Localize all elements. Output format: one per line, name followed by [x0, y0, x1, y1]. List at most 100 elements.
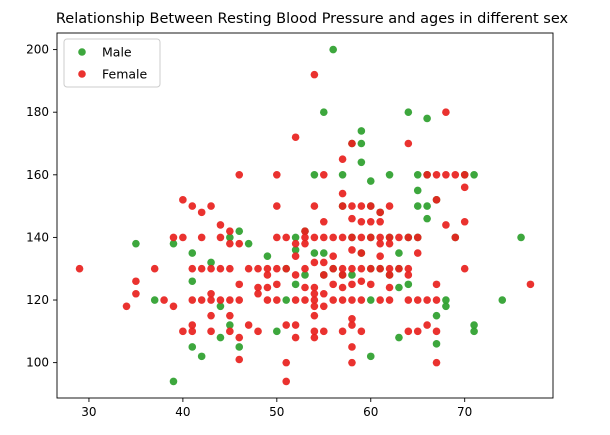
y-tick-label: 160 — [26, 168, 49, 182]
data-point-female-148 — [395, 264, 403, 273]
data-point-female-37 — [235, 333, 244, 342]
data-point-female-163 — [432, 358, 441, 367]
data-point-female-90 — [319, 271, 328, 279]
data-point-female-109 — [348, 358, 356, 367]
data-point-female-126 — [357, 233, 366, 242]
data-point-female-122 — [357, 296, 366, 304]
data-point-female-129 — [366, 280, 375, 289]
data-point-female-33 — [226, 264, 234, 273]
data-point-male-8 — [207, 258, 215, 267]
data-point-female-1 — [122, 302, 131, 311]
data-point-female-94 — [319, 171, 328, 179]
data-point-male-75 — [470, 327, 478, 336]
data-point-male-47 — [366, 177, 375, 185]
data-point-female-146 — [385, 233, 394, 242]
data-point-male-5 — [188, 277, 197, 286]
data-point-female-110 — [348, 343, 356, 351]
data-point-female-102 — [338, 283, 347, 292]
data-point-female-159 — [413, 233, 422, 242]
x-axis: 30 40 50 60 70 — [81, 398, 472, 419]
data-point-female-54 — [273, 264, 281, 273]
data-point-female-174 — [460, 264, 469, 273]
data-point-female-56 — [273, 202, 281, 210]
data-point-female-57 — [273, 171, 281, 179]
data-point-male-10 — [216, 302, 225, 311]
data-point-male-63 — [413, 171, 422, 179]
data-point-female-165 — [432, 296, 441, 304]
data-point-male-22 — [291, 233, 300, 242]
data-point-female-116 — [348, 246, 356, 254]
data-point-female-147 — [385, 202, 394, 210]
data-point-female-133 — [366, 202, 375, 210]
data-point-female-132 — [366, 217, 375, 226]
data-point-female-151 — [404, 296, 413, 304]
data-point-female-5 — [160, 296, 168, 304]
data-point-female-23 — [207, 289, 215, 298]
chart-title: Relationship Between Resting Blood Press… — [56, 11, 569, 27]
data-point-male-16 — [263, 252, 272, 260]
data-point-female-83 — [310, 258, 319, 267]
data-point-female-166 — [432, 280, 441, 289]
data-point-female-103 — [338, 271, 347, 279]
data-point-female-30 — [226, 327, 234, 336]
data-point-female-70 — [301, 296, 309, 304]
data-point-female-114 — [348, 280, 356, 289]
data-point-male-78 — [498, 296, 507, 304]
data-point-female-84 — [310, 233, 319, 242]
x-tick-label: 30 — [81, 405, 96, 419]
data-point-female-34 — [226, 239, 234, 248]
data-point-female-81 — [310, 289, 319, 298]
data-point-female-87 — [319, 327, 328, 336]
data-point-female-60 — [282, 321, 291, 329]
data-point-female-20 — [207, 327, 215, 336]
data-point-female-53 — [273, 280, 281, 289]
data-point-female-167 — [432, 196, 441, 204]
data-point-female-11 — [188, 327, 197, 336]
data-point-female-12 — [188, 321, 197, 329]
data-point-female-141 — [385, 296, 394, 304]
data-point-female-169 — [442, 221, 450, 229]
data-point-male-6 — [188, 249, 197, 257]
data-point-female-135 — [376, 264, 384, 273]
data-point-female-89 — [319, 289, 328, 298]
data-point-female-136 — [376, 252, 384, 260]
data-point-female-32 — [226, 296, 234, 304]
data-point-female-71 — [301, 283, 309, 292]
data-point-female-10 — [179, 196, 187, 204]
data-point-female-152 — [404, 271, 413, 279]
data-point-female-51 — [263, 264, 272, 273]
data-point-female-118 — [348, 214, 356, 223]
data-point-female-106 — [338, 202, 347, 210]
data-point-female-137 — [376, 239, 384, 248]
data-point-female-42 — [244, 321, 253, 329]
data-point-male-9 — [216, 333, 225, 342]
data-point-male-43 — [366, 296, 375, 304]
data-point-male-2 — [169, 377, 178, 386]
data-point-female-161 — [423, 296, 431, 304]
data-point-female-150 — [404, 327, 413, 336]
data-point-female-59 — [282, 358, 291, 367]
data-point-male-62 — [413, 186, 422, 195]
data-point-male-13 — [235, 343, 244, 351]
data-point-female-58 — [282, 377, 291, 386]
data-point-female-13 — [188, 296, 197, 304]
data-point-female-67 — [291, 252, 300, 260]
data-point-female-85 — [310, 202, 319, 210]
data-point-male-59 — [404, 108, 413, 116]
data-point-female-4 — [150, 264, 159, 273]
data-point-female-140 — [376, 208, 384, 217]
data-point-female-170 — [442, 171, 450, 179]
data-point-female-68 — [291, 239, 300, 248]
data-point-male-53 — [395, 333, 403, 342]
data-point-female-19 — [197, 208, 206, 217]
data-point-female-107 — [338, 189, 347, 198]
data-point-male-72 — [442, 296, 450, 304]
y-axis: 100 120 140 160 180 200 — [26, 43, 57, 370]
data-point-female-112 — [348, 315, 356, 323]
data-point-male-26 — [310, 171, 319, 179]
data-point-female-91 — [319, 258, 328, 267]
data-point-female-63 — [291, 333, 300, 342]
data-point-female-157 — [413, 296, 422, 304]
data-point-female-0 — [75, 264, 84, 273]
data-point-female-158 — [413, 249, 422, 257]
